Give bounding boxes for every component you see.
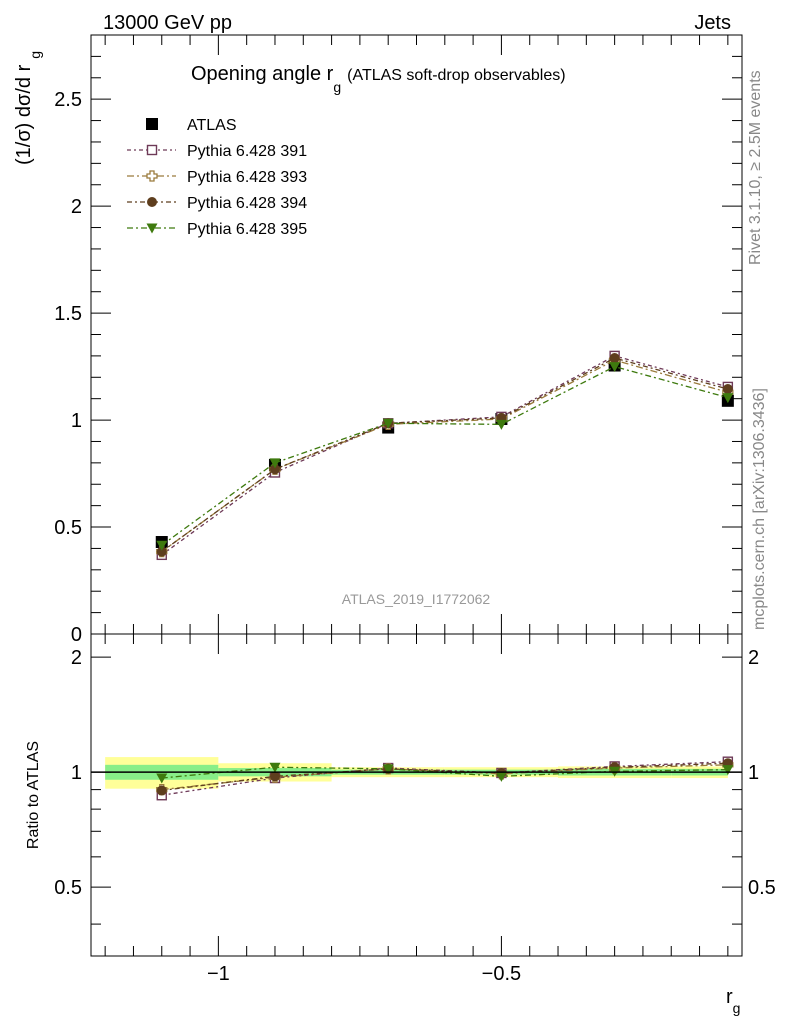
ratio-y-tick-label: 1 xyxy=(71,762,82,784)
main-title: Opening angle rg (ATLAS soft-drop observa… xyxy=(191,63,566,95)
energy-label: 13000 GeV pp xyxy=(103,12,232,34)
data-point xyxy=(269,464,280,475)
legend-item: Pythia 6.428 395 xyxy=(127,221,307,238)
x-tick-label: −1 xyxy=(207,963,230,985)
ratio-data-point xyxy=(269,762,281,773)
ratio-data-point xyxy=(269,771,280,782)
y-tick-label: 1.5 xyxy=(54,303,82,325)
legend-item: Pythia 6.428 393 xyxy=(127,169,307,186)
data-point xyxy=(382,418,394,429)
legend-label: Pythia 6.428 395 xyxy=(187,221,307,238)
legend-label: Pythia 6.428 393 xyxy=(187,169,307,186)
legend-label: Pythia 6.428 391 xyxy=(187,143,307,160)
data-point xyxy=(722,384,733,395)
ratio-panel-frame xyxy=(90,633,743,957)
series-atlas xyxy=(155,359,734,549)
legend-marker xyxy=(146,118,158,130)
x-axis-label-text: r xyxy=(726,986,733,1008)
ratio-data-point xyxy=(156,773,168,784)
main-marks: 0 0.5 1 1.5 2 2.5 ATLAS Pythia 6.428 391 Pythia … xyxy=(54,35,742,646)
mcplots-label: mcplots.cern.ch [arXiv:1306.3436] xyxy=(751,388,768,630)
ratio-panel: 0.5 0.5 1 1 2 2 −1 −0.5 Ratio to ATLAS rg xyxy=(25,633,776,1016)
ratio-data-point xyxy=(495,771,507,782)
legend-item: Pythia 6.428 394 xyxy=(127,195,307,212)
ratio-data-point xyxy=(156,785,167,796)
y-tick-label: 2.5 xyxy=(54,89,82,111)
data-point xyxy=(495,419,507,430)
rivet-version-label: Rivet 3.1.10, ≥ 2.5M events xyxy=(747,70,764,265)
data-point xyxy=(609,362,621,373)
ratio-y-tick-label-right: 1 xyxy=(748,762,759,784)
legend-label: ATLAS xyxy=(187,117,237,134)
data-point xyxy=(609,353,620,364)
data-point xyxy=(156,546,167,557)
legend-label: Pythia 6.428 394 xyxy=(187,195,307,212)
main-title-text: Opening angle r xyxy=(191,63,334,85)
legend-marker xyxy=(147,197,157,207)
series-pythia-6-428-393 xyxy=(156,354,734,558)
series-line xyxy=(161,359,729,553)
main-y-axis-label-subscript: g xyxy=(27,51,43,59)
ratio-series-line xyxy=(161,762,728,792)
x-tick-label: −0.5 xyxy=(482,963,521,985)
ratio-y-tick-label-right: 2 xyxy=(748,647,759,669)
main-title-subscript: g xyxy=(333,79,341,95)
analysis-watermark: ATLAS_2019_I1772062 xyxy=(342,591,491,607)
main-title-extra: (ATLAS soft-drop observables) xyxy=(347,67,565,84)
ratio-marks: 0.5 0.5 1 1 2 2 −1 −0.5 xyxy=(54,634,776,985)
main-panel: 0 0.5 1 1.5 2 2.5 ATLAS Pythia 6.428 391 Pythia … xyxy=(13,34,743,646)
y-tick-label: 0 xyxy=(71,624,82,646)
ratio-data-point xyxy=(722,765,734,776)
legend-item: ATLAS xyxy=(146,117,237,134)
series-line xyxy=(161,355,729,556)
ratio-y-tick-label: 2 xyxy=(71,647,82,669)
series-line xyxy=(161,357,729,553)
main-y-axis-label-text: (1/σ) dσ/d r xyxy=(13,64,35,165)
legend-marker xyxy=(146,170,158,182)
ratio-y-tick-label-right: 0.5 xyxy=(748,877,776,899)
x-axis-label: rg xyxy=(726,986,740,1016)
data-point xyxy=(269,458,281,469)
ratio-y-tick-label: 0.5 xyxy=(54,877,82,899)
data-point xyxy=(722,393,734,404)
series-pythia-6-428-394 xyxy=(156,353,733,557)
series-pythia-6-428-391 xyxy=(156,350,734,561)
legend-marker xyxy=(146,144,158,156)
x-axis-label-subscript: g xyxy=(733,1000,741,1016)
y-tick-label: 0.5 xyxy=(54,517,82,539)
y-tick-label: 1 xyxy=(71,410,82,432)
ratio-series-line xyxy=(161,761,728,796)
y-tick-label: 2 xyxy=(71,196,82,218)
legend-item: Pythia 6.428 391 xyxy=(127,143,307,160)
ratio-y-axis-label: Ratio to ATLAS xyxy=(25,741,42,849)
main-y-axis-label: (1/σ) dσ/d r g xyxy=(13,51,43,165)
ratio-data-point xyxy=(382,764,394,775)
data-point xyxy=(156,540,168,551)
legend-marker xyxy=(146,223,158,234)
series-pythia-6-428-395 xyxy=(156,362,734,551)
legend: ATLAS Pythia 6.428 391 Pythia 6.428 393 Pyt… xyxy=(127,117,307,238)
process-label: Jets xyxy=(694,12,731,34)
series-line xyxy=(161,365,729,546)
